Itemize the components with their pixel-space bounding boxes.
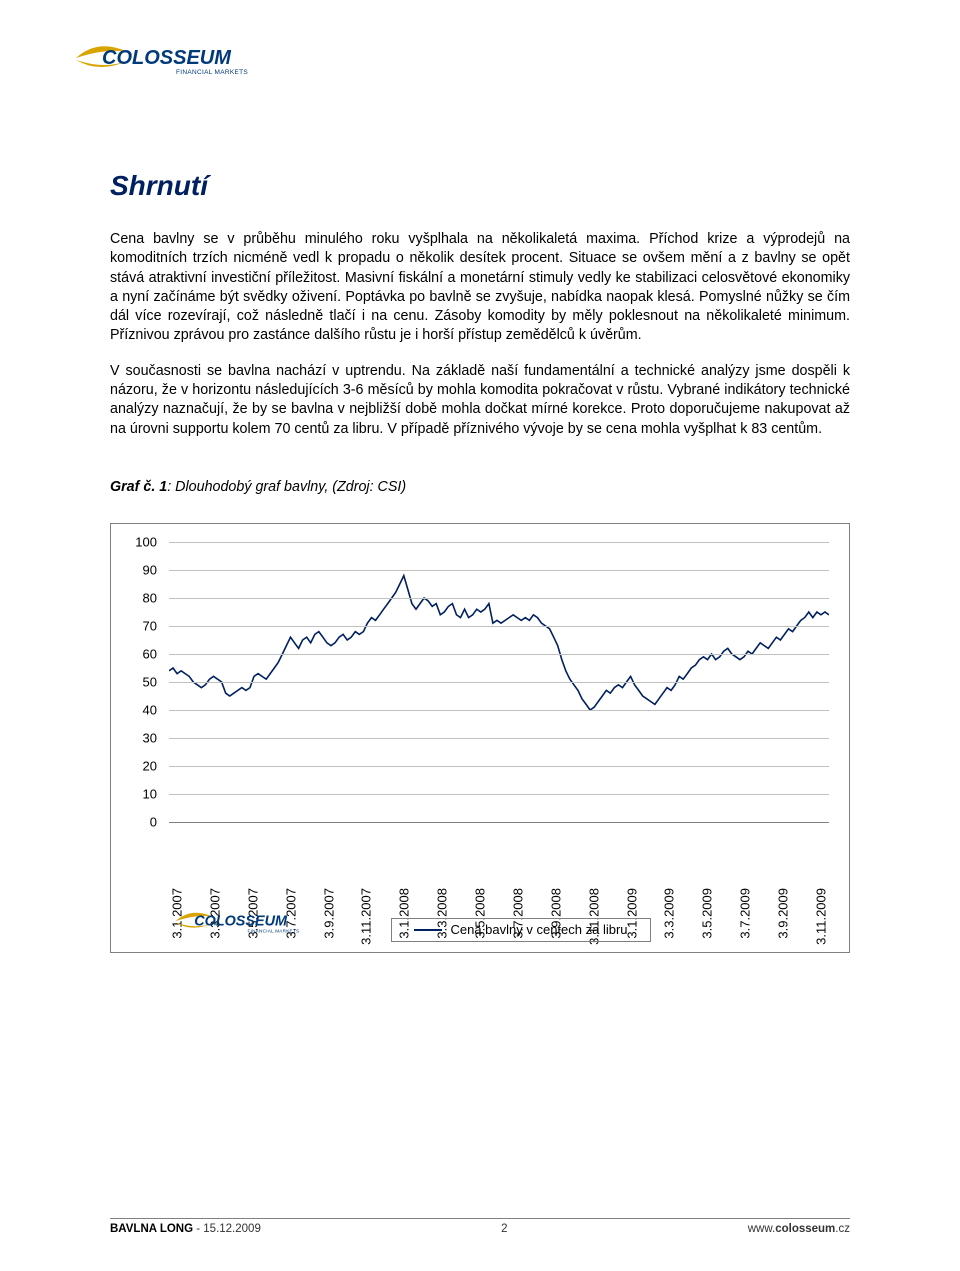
y-tick-label: 30: [143, 730, 157, 745]
x-tick-label: 3.3.2009: [662, 888, 677, 939]
y-tick-label: 40: [143, 702, 157, 717]
summary-paragraph-2: V současnosti se bavlna nachází v uptren…: [110, 362, 850, 439]
footer-page-number: 2: [501, 1223, 507, 1235]
y-tick-label: 90: [143, 562, 157, 577]
logo-subtext: FINANCIAL MARKETS: [176, 69, 248, 76]
footer-left: BAVLNA LONG - 15.12.2009: [110, 1223, 261, 1235]
chart-caption-rest: : Dlouhodobý graf bavlny, (Zdroj: CSI): [167, 479, 406, 495]
legend-line-sample: [414, 929, 442, 931]
y-tick-label: 50: [143, 674, 157, 689]
x-tick-label: 3.5.2009: [700, 888, 715, 939]
y-tick-label: 100: [135, 534, 157, 549]
chart-legend: Cena bavlny v centech za libru: [391, 918, 651, 942]
legend-label: Cena bavlny v centech za libru: [450, 922, 627, 937]
cotton-price-chart: 0 10 20 30 40 50 60 70 80 90 100 3.1.20073.3.20073…: [110, 523, 850, 953]
chart-caption-bold: Graf č. 1: [110, 479, 167, 495]
x-tick-label: 3.11.2009: [814, 888, 829, 945]
x-tick-label: 3.9.2009: [776, 888, 791, 939]
y-tick-label: 0: [150, 814, 157, 829]
x-tick-label: 3.11.2007: [359, 888, 374, 945]
y-tick-label: 80: [143, 590, 157, 605]
footer-right: www.colosseum.cz: [748, 1223, 850, 1235]
page-footer: BAVLNA LONG - 15.12.2009 2 www.colosseum…: [110, 1218, 850, 1235]
price-line: [169, 576, 829, 710]
svg-text:FINANCIAL MARKETS: FINANCIAL MARKETS: [248, 929, 300, 934]
y-tick-label: 60: [143, 646, 157, 661]
page-title: Shrnutí: [110, 170, 850, 202]
logo-text: COLOSSEUM: [102, 47, 232, 69]
svg-text:COLOSSEUM: COLOSSEUM: [194, 913, 288, 929]
plot-area: [169, 542, 829, 822]
x-tick-label: 3.9.2007: [321, 888, 336, 939]
y-tick-label: 20: [143, 758, 157, 773]
chart-caption: Graf č. 1: Dlouhodobý graf bavlny, (Zdro…: [110, 479, 850, 495]
x-tick-label: 3.7.2009: [738, 888, 753, 939]
brand-logo: COLOSSEUM FINANCIAL MARKETS: [70, 30, 850, 80]
x-axis-labels: 3.1.20073.3.20073.5.20073.7.20073.9.2007…: [169, 826, 829, 896]
y-tick-label: 70: [143, 618, 157, 633]
summary-paragraph-1: Cena bavlny se v průběhu minulého roku v…: [110, 230, 850, 346]
y-tick-label: 10: [143, 786, 157, 801]
chart-watermark-logo: COLOSSEUM FINANCIAL MARKETS: [171, 901, 301, 942]
y-axis-labels: 0102030405060708090100: [111, 542, 161, 822]
